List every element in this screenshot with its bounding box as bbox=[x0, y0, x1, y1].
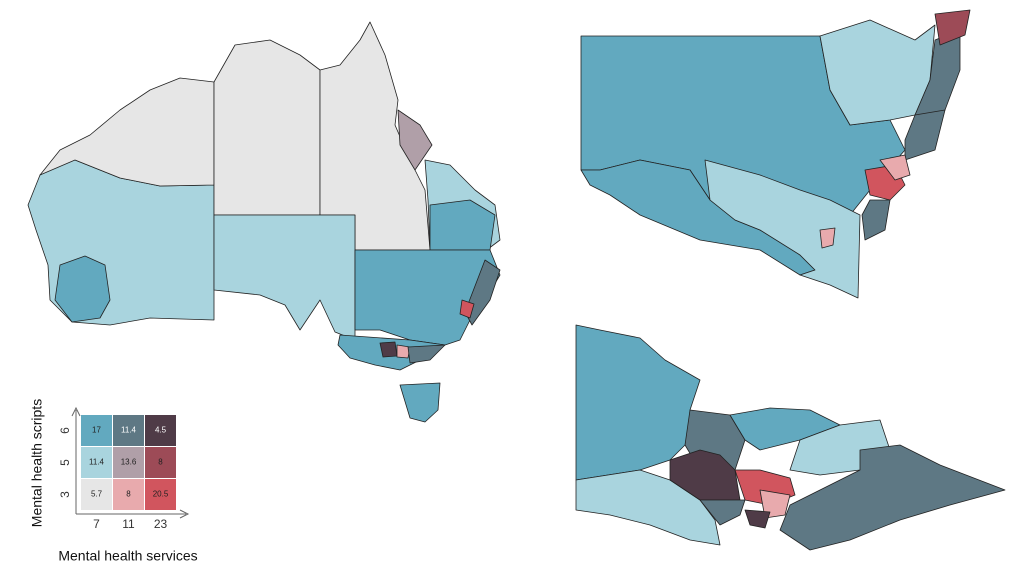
x-tick-label: 23 bbox=[154, 517, 168, 531]
legend-cell bbox=[81, 447, 112, 478]
region-qld-se bbox=[429, 199, 496, 251]
region-tasmania bbox=[399, 382, 441, 423]
legend-cell-value: 20.5 bbox=[153, 490, 169, 499]
y-tick-label: 5 bbox=[58, 459, 72, 466]
legend: Mental health scripts Mental health serv… bbox=[29, 399, 198, 564]
legend-cell-value: 5.7 bbox=[91, 490, 103, 499]
legend-cell-value: 11.4 bbox=[121, 426, 137, 435]
legend-cell bbox=[145, 415, 176, 446]
region-nt bbox=[213, 39, 321, 216]
region-melbourne bbox=[379, 341, 398, 358]
legend-cell bbox=[145, 479, 176, 510]
nsw-riverina bbox=[704, 159, 861, 299]
y-tick-label: 3 bbox=[58, 491, 72, 498]
vic-map bbox=[575, 324, 1006, 551]
australia-map bbox=[27, 21, 501, 423]
legend-cell bbox=[81, 415, 112, 446]
nsw-act bbox=[819, 227, 836, 249]
y-tick-label: 6 bbox=[58, 427, 72, 434]
region-qld-north bbox=[397, 109, 433, 171]
legend-cell-value: 13.6 bbox=[121, 458, 137, 467]
legend-cell-value: 17 bbox=[92, 426, 101, 435]
region-sydney bbox=[459, 299, 475, 319]
legend-cell bbox=[81, 479, 112, 510]
region-gippsland bbox=[407, 344, 446, 364]
legend-cell-value: 8 bbox=[126, 490, 131, 499]
region-nsw bbox=[354, 249, 501, 346]
region-sa bbox=[213, 214, 356, 341]
legend-cell bbox=[113, 479, 144, 510]
nsw-mid-coast bbox=[904, 109, 946, 161]
legend-cell bbox=[113, 447, 144, 478]
x-tick-label: 11 bbox=[122, 517, 135, 531]
vic-central bbox=[669, 449, 741, 501]
nsw-illawarra bbox=[861, 199, 891, 241]
vic-south-west bbox=[575, 469, 721, 546]
nsw-northern-rivers bbox=[934, 9, 971, 46]
x-axis-arrow bbox=[179, 509, 190, 519]
legend-cell bbox=[113, 415, 144, 446]
vic-geelong bbox=[699, 499, 746, 526]
legend-cell-value: 4.5 bbox=[155, 426, 167, 435]
vic-mornington bbox=[744, 509, 771, 529]
x-tick-label: 7 bbox=[93, 517, 100, 531]
vic-melbourne-east bbox=[759, 489, 791, 519]
region-melbourne-east bbox=[396, 344, 411, 359]
legend-cell-value: 11.4 bbox=[89, 458, 105, 467]
region-north-wa bbox=[39, 77, 215, 187]
vic-gippsland bbox=[779, 444, 1006, 551]
y-axis-arrow bbox=[71, 406, 81, 417]
legend-cell-value: 8 bbox=[158, 458, 163, 467]
nsw-sydney-north bbox=[879, 154, 911, 181]
y-axis-title: Mental health scripts bbox=[29, 399, 45, 527]
legend-cell bbox=[145, 447, 176, 478]
x-axis-title: Mental health services bbox=[58, 548, 197, 564]
region-wa-south bbox=[54, 255, 111, 323]
nsw-map bbox=[580, 9, 971, 299]
